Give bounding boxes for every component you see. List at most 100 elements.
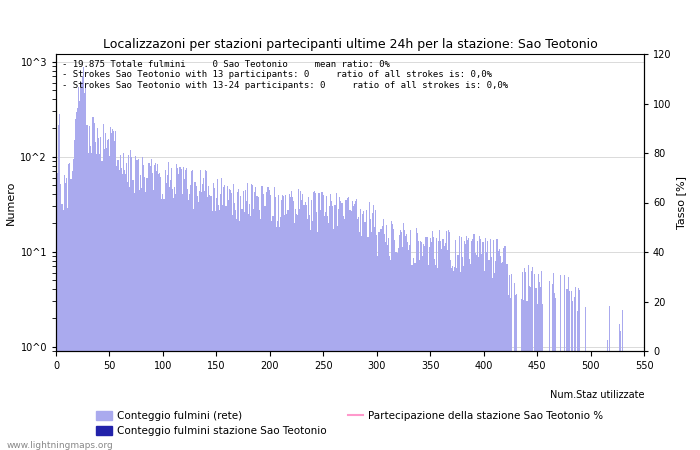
Bar (609, 306, 610, 450)
Bar (274, 197, 276, 450)
Bar (125, 174, 126, 450)
Bar (97, 128, 98, 450)
Bar (250, 216, 251, 450)
Bar (222, 205, 223, 450)
Bar (87, 125, 88, 450)
Bar (531, 271, 532, 450)
Bar (446, 231, 447, 450)
Bar (296, 214, 297, 450)
Bar (475, 256, 477, 450)
Y-axis label: Numero: Numero (6, 180, 16, 225)
Bar (57, 125, 59, 450)
Bar (122, 153, 124, 450)
Bar (448, 230, 449, 450)
Bar (341, 202, 342, 450)
Bar (365, 210, 367, 450)
Bar (469, 259, 470, 450)
Bar (342, 202, 343, 450)
Bar (306, 205, 307, 450)
Bar (355, 201, 356, 450)
Bar (453, 271, 454, 450)
Bar (260, 186, 262, 450)
Bar (377, 256, 378, 450)
Bar (249, 204, 250, 450)
Bar (537, 304, 538, 450)
Bar (76, 112, 77, 450)
Bar (126, 163, 127, 450)
Bar (205, 170, 206, 450)
Bar (302, 194, 304, 450)
Bar (564, 275, 566, 450)
Bar (354, 204, 355, 450)
Bar (144, 177, 146, 450)
Bar (521, 299, 522, 450)
Bar (572, 301, 573, 450)
Bar (466, 236, 467, 450)
Bar (487, 241, 489, 450)
Bar (430, 243, 432, 450)
Bar (496, 239, 497, 450)
Bar (292, 198, 293, 450)
Bar (298, 189, 299, 450)
Bar (204, 191, 205, 450)
Bar (231, 194, 232, 450)
Bar (312, 221, 313, 450)
Bar (477, 241, 478, 450)
Bar (88, 153, 89, 450)
Bar (330, 194, 331, 450)
Bar (498, 251, 499, 450)
Bar (389, 256, 390, 450)
Bar (74, 140, 75, 450)
Bar (407, 242, 408, 450)
Bar (181, 194, 183, 450)
Bar (154, 165, 155, 450)
Bar (323, 195, 324, 450)
Bar (395, 252, 396, 450)
Bar (527, 301, 528, 450)
Bar (106, 148, 107, 450)
Bar (164, 170, 166, 450)
Bar (89, 126, 90, 450)
Bar (495, 261, 496, 450)
Bar (522, 271, 523, 450)
Bar (163, 199, 164, 450)
Bar (142, 157, 143, 450)
Bar (80, 88, 81, 450)
Bar (307, 219, 308, 450)
Bar (416, 233, 418, 450)
Bar (321, 192, 322, 450)
Bar (402, 247, 403, 450)
Bar (227, 186, 228, 450)
Bar (112, 129, 113, 450)
Bar (108, 139, 109, 450)
Bar (424, 246, 426, 450)
Bar (525, 272, 526, 450)
Bar (319, 210, 321, 450)
Bar (310, 230, 311, 450)
Bar (578, 288, 580, 450)
Bar (346, 200, 347, 450)
Bar (143, 165, 144, 450)
Bar (404, 230, 405, 450)
Bar (155, 163, 156, 450)
Bar (77, 108, 78, 450)
Bar (373, 205, 374, 450)
Bar (485, 238, 486, 450)
Bar (176, 164, 177, 450)
Bar (566, 289, 568, 450)
Bar (534, 274, 536, 450)
Bar (252, 185, 253, 450)
Bar (574, 297, 575, 450)
Bar (536, 288, 537, 450)
Bar (486, 252, 487, 450)
Bar (128, 155, 130, 450)
Bar (235, 210, 236, 450)
Bar (229, 189, 230, 450)
Bar (81, 82, 82, 450)
Bar (499, 249, 500, 450)
Bar (248, 214, 249, 450)
Bar (69, 162, 71, 450)
Bar (63, 210, 64, 450)
Bar (387, 245, 388, 450)
Bar (71, 171, 73, 450)
